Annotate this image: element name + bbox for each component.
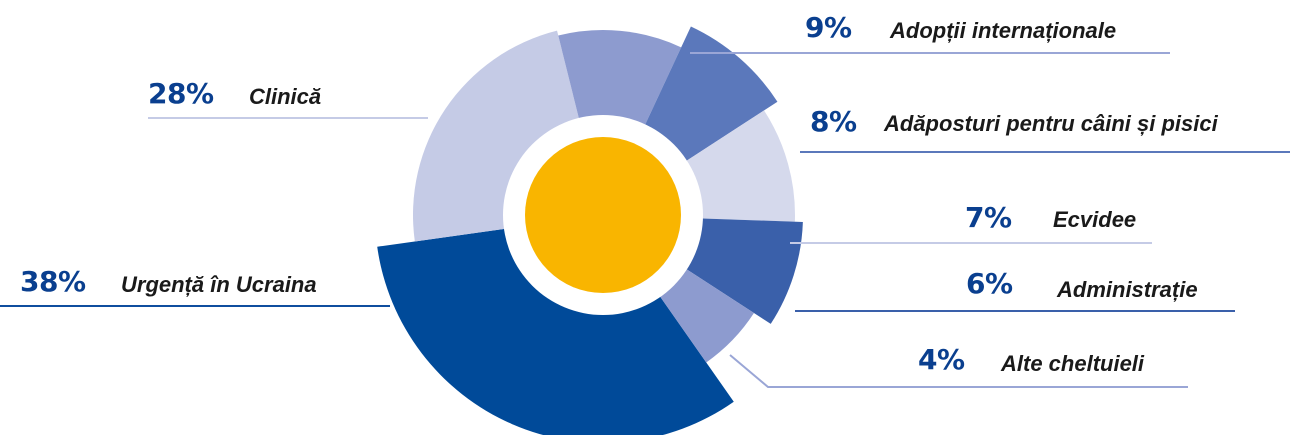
leader-line-adoptii bbox=[690, 52, 1170, 54]
leader-line-ecvidee bbox=[790, 242, 1152, 244]
leader-line-ucraina bbox=[0, 305, 390, 307]
leader-line-clinica bbox=[148, 117, 428, 119]
category-label-adaposturi: Adăposturi pentru câini și pisici bbox=[884, 111, 1218, 136]
leader-line-alte bbox=[729, 354, 1188, 388]
slice-ucraina bbox=[377, 215, 734, 435]
category-label-adoptii: Adopții internaționale bbox=[890, 18, 1117, 43]
value-label-adoptii: 9% bbox=[805, 11, 852, 44]
leader-line-adaposturi bbox=[800, 151, 1290, 153]
leader-line-administratie bbox=[795, 310, 1235, 312]
value-label-adaposturi: 8% bbox=[810, 105, 857, 138]
value-label-administratie: 6% bbox=[966, 267, 1013, 300]
category-label-clinica: Clinică bbox=[249, 84, 322, 109]
value-label-alte: 4% bbox=[918, 343, 965, 376]
center-circle bbox=[525, 137, 681, 293]
category-label-ucraina: Urgență în Ucraina bbox=[121, 272, 317, 297]
value-label-ecvidee: 7% bbox=[965, 201, 1012, 234]
category-label-alte: Alte cheltuieli bbox=[1001, 351, 1145, 376]
value-label-clinica: 28% bbox=[148, 77, 214, 110]
category-label-administratie: Administrație bbox=[1057, 277, 1198, 302]
value-label-ucraina: 38% bbox=[20, 265, 86, 298]
category-label-ecvidee: Ecvidee bbox=[1053, 207, 1137, 232]
